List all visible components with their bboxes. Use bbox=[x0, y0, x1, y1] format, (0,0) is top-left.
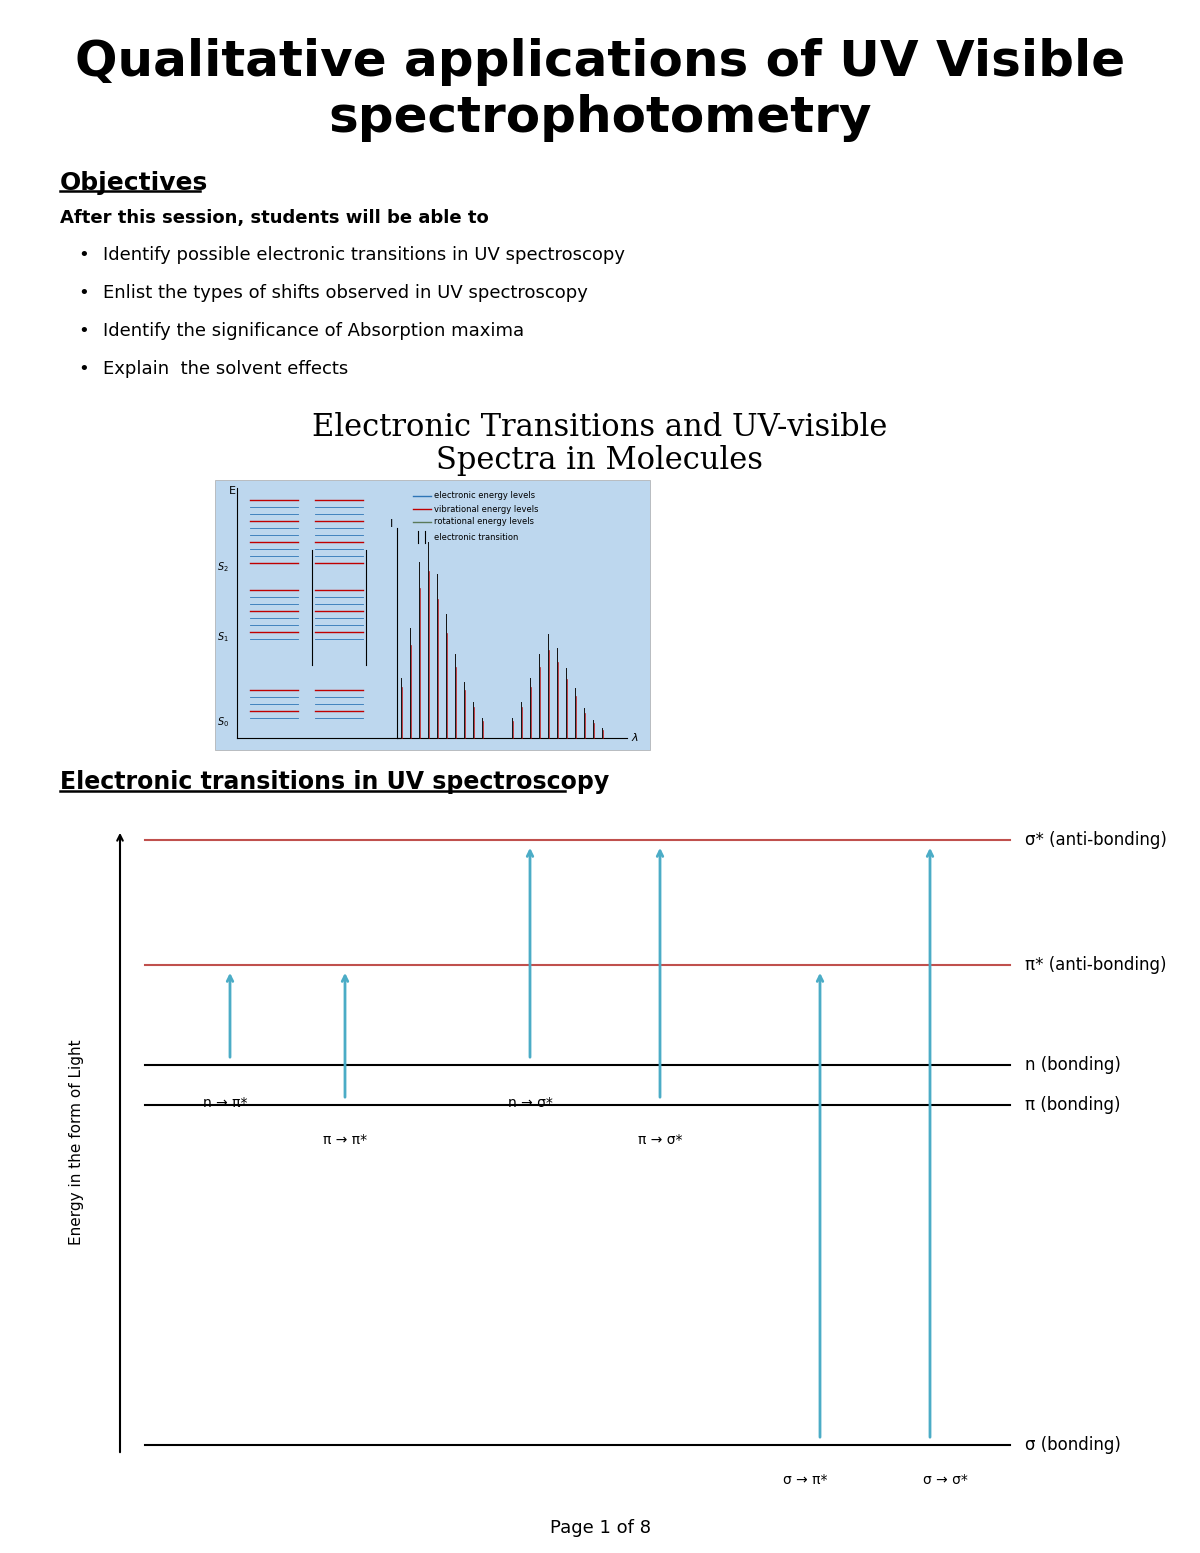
Text: I: I bbox=[390, 519, 394, 530]
Text: Objectives: Objectives bbox=[60, 171, 209, 196]
Text: Spectra in Molecules: Spectra in Molecules bbox=[437, 444, 763, 475]
Text: •: • bbox=[78, 245, 89, 264]
Text: Identify the significance of Absorption maxima: Identify the significance of Absorption … bbox=[103, 321, 524, 340]
Text: •: • bbox=[78, 284, 89, 301]
Text: σ → π*: σ → π* bbox=[782, 1472, 827, 1488]
Text: After this session, students will be able to: After this session, students will be abl… bbox=[60, 210, 488, 227]
Text: Electronic transitions in UV spectroscopy: Electronic transitions in UV spectroscop… bbox=[60, 770, 610, 794]
Text: vibrational energy levels: vibrational energy levels bbox=[434, 505, 539, 514]
Text: $S_2$: $S_2$ bbox=[217, 561, 229, 573]
Text: $S_0$: $S_0$ bbox=[217, 714, 229, 728]
Text: electronic energy levels: electronic energy levels bbox=[434, 491, 535, 500]
Text: σ → σ*: σ → σ* bbox=[923, 1472, 967, 1488]
Text: $\lambda$: $\lambda$ bbox=[631, 731, 638, 742]
Bar bbox=[215, 480, 650, 750]
Text: Energy in the form of Light: Energy in the form of Light bbox=[70, 1039, 84, 1246]
Text: Identify possible electronic transitions in UV spectroscopy: Identify possible electronic transitions… bbox=[103, 245, 625, 264]
Text: •: • bbox=[78, 360, 89, 377]
Text: Qualitative applications of UV Visible: Qualitative applications of UV Visible bbox=[74, 37, 1126, 85]
Text: spectrophotometry: spectrophotometry bbox=[329, 95, 871, 141]
Text: π* (anti-bonding): π* (anti-bonding) bbox=[1025, 957, 1166, 974]
Text: n → σ*: n → σ* bbox=[508, 1096, 552, 1110]
Text: Page 1 of 8: Page 1 of 8 bbox=[550, 1519, 650, 1537]
Text: $S_1$: $S_1$ bbox=[217, 631, 229, 644]
Text: •: • bbox=[78, 321, 89, 340]
Text: Electronic Transitions and UV-visible: Electronic Transitions and UV-visible bbox=[312, 413, 888, 444]
Text: n (bonding): n (bonding) bbox=[1025, 1056, 1121, 1075]
Text: π → σ*: π → σ* bbox=[637, 1134, 683, 1148]
Text: Explain  the solvent effects: Explain the solvent effects bbox=[103, 360, 348, 377]
Text: π (bonding): π (bonding) bbox=[1025, 1096, 1121, 1114]
Text: electronic transition: electronic transition bbox=[434, 533, 518, 542]
Text: n → π*: n → π* bbox=[203, 1096, 247, 1110]
Text: Enlist the types of shifts observed in UV spectroscopy: Enlist the types of shifts observed in U… bbox=[103, 284, 588, 301]
Text: σ (bonding): σ (bonding) bbox=[1025, 1437, 1121, 1454]
Text: rotational energy levels: rotational energy levels bbox=[434, 517, 534, 526]
Text: E: E bbox=[228, 486, 235, 495]
Text: σ* (anti-bonding): σ* (anti-bonding) bbox=[1025, 831, 1166, 849]
Text: π → π*: π → π* bbox=[323, 1134, 367, 1148]
